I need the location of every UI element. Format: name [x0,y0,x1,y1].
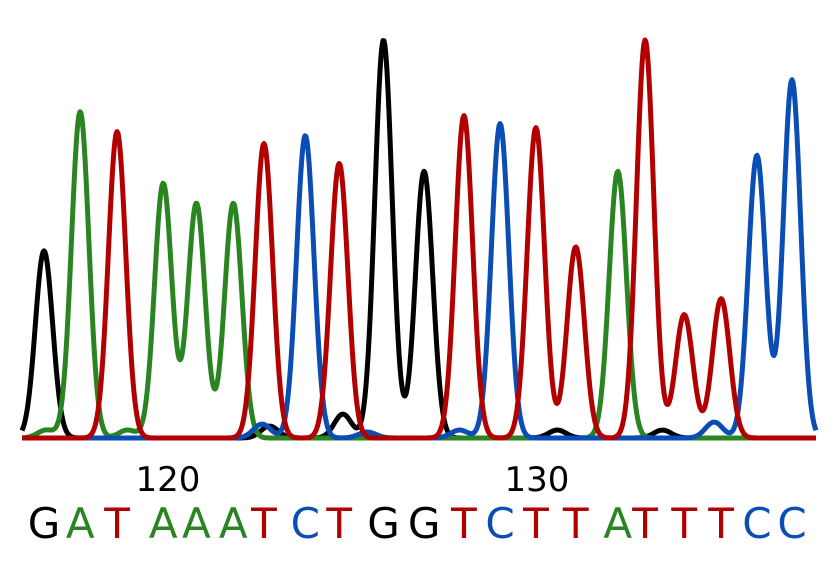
base-call-128: T [450,499,477,548]
base-call-121: A [182,499,211,548]
x-tick-label-130: 130 [505,460,570,500]
base-call-137: C [777,499,806,548]
base-call-129: C [485,499,514,548]
base-call-127: G [408,499,441,548]
base-call-132: A [603,499,632,548]
base-call-136: C [742,499,771,548]
base-call-134: T [670,499,697,548]
base-call-123: T [250,499,277,548]
base-call-124: C [291,499,320,548]
base-call-120: A [149,499,178,548]
base-call-130: T [522,499,549,548]
base-call-122: A [219,499,248,548]
base-call-135: T [707,499,734,548]
x-tick-label-120: 120 [136,460,201,500]
base-call-126: G [367,499,400,548]
base-call-117: G [28,499,61,548]
traces [19,37,819,441]
base-call-118: A [66,499,95,548]
base-call-119: T [103,499,130,548]
base-call-133: T [631,499,658,548]
base-call-125: T [325,499,352,548]
trace-T [20,37,818,441]
base-call-131: T [562,499,589,548]
